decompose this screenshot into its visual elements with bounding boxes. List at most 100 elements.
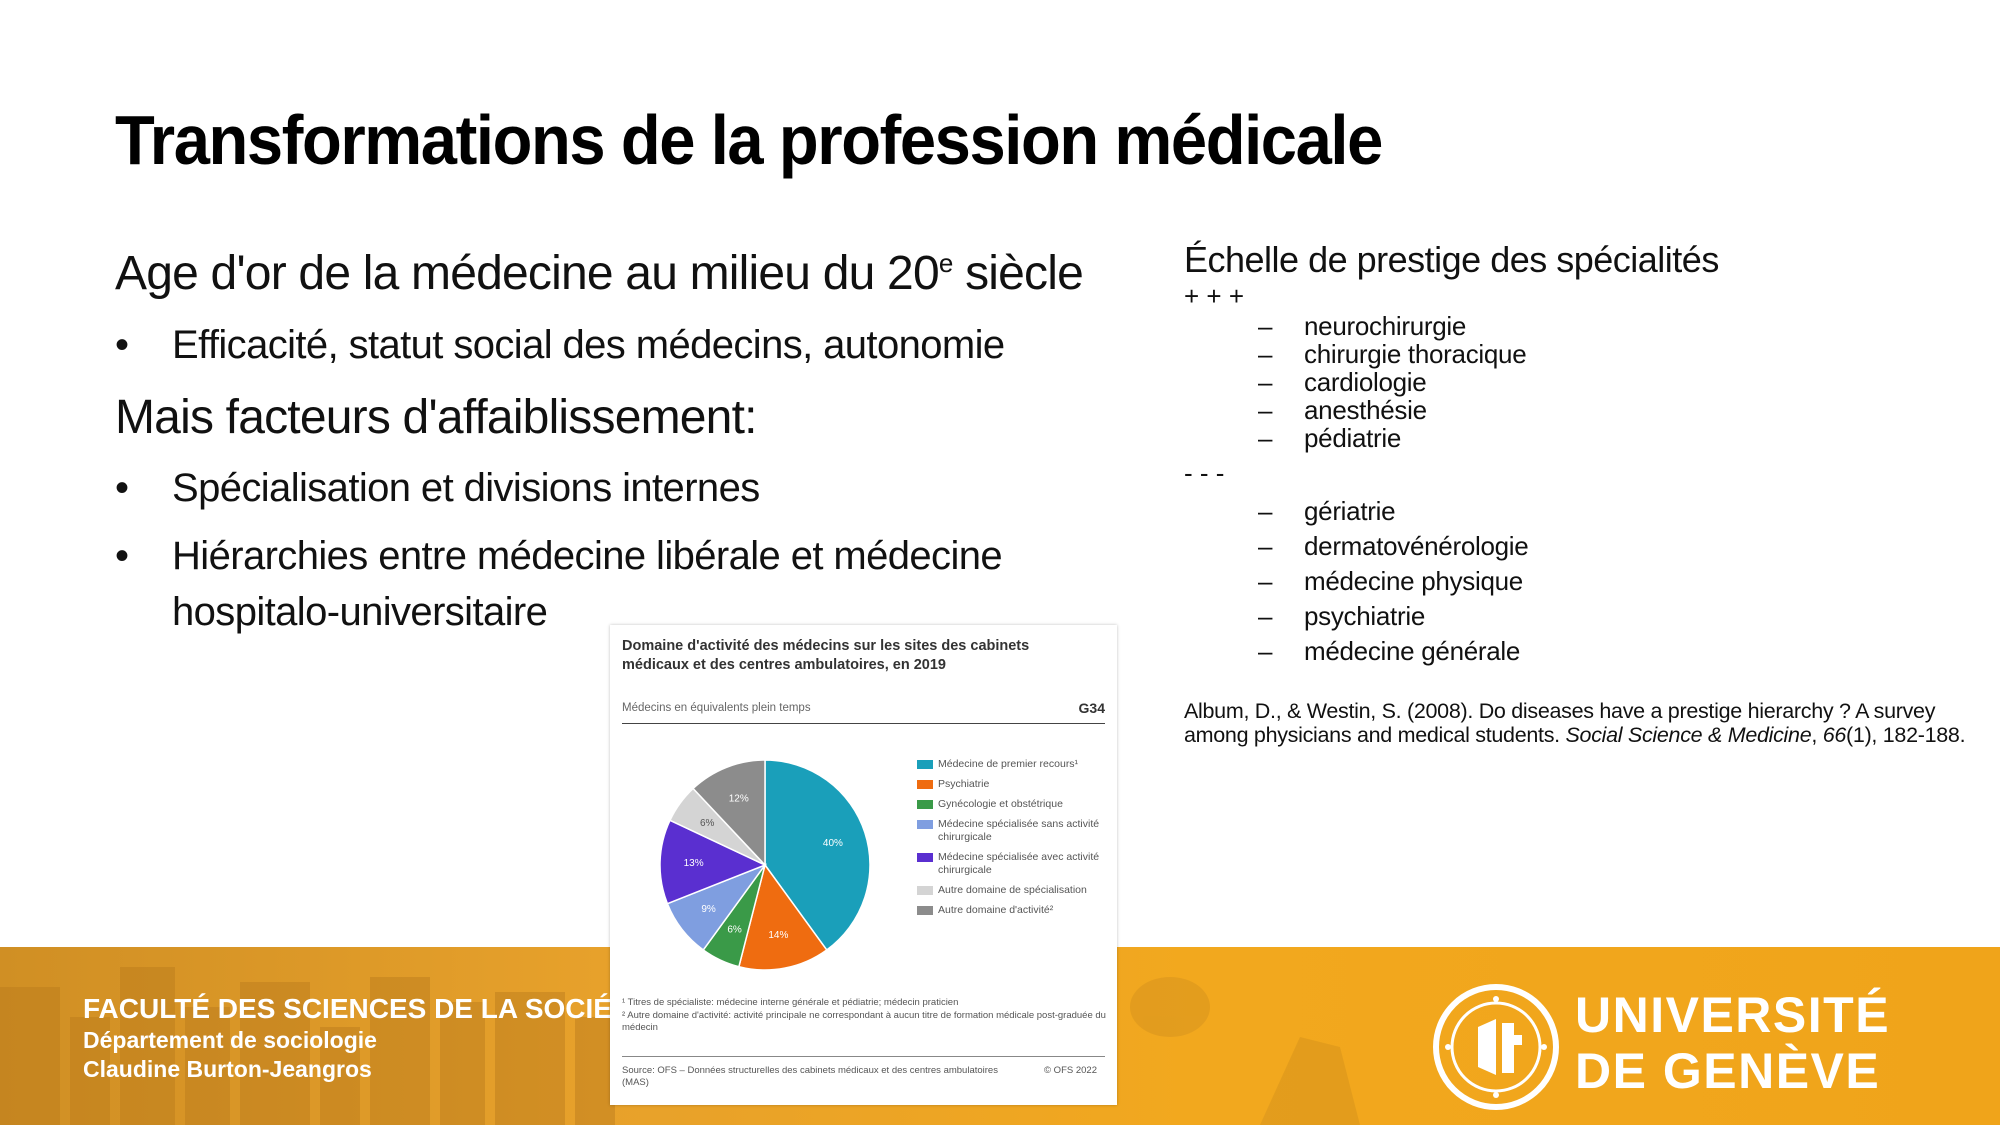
slide-title: Transformations de la profession médical… bbox=[115, 101, 1383, 179]
pie-slice-label-0: 40% bbox=[823, 838, 843, 849]
list-item: – médecine générale bbox=[1258, 634, 1984, 669]
pie-slice-4 bbox=[659, 819, 767, 905]
pie-slice-label-6: 12% bbox=[729, 794, 749, 805]
chart-copyright: © OFS 2022 bbox=[1044, 1065, 1097, 1076]
dash-glyph: – bbox=[1258, 395, 1273, 426]
legend-label: Autre domaine d'activité² bbox=[938, 904, 1054, 916]
list-item: – psychiatrie bbox=[1258, 599, 1984, 634]
heading-golden-age-tail: siècle bbox=[952, 247, 1084, 300]
legend-label: Médecine spécialisée sans activité chiru… bbox=[938, 818, 1100, 843]
chart-note: ² Autre domaine d'activité: activité pri… bbox=[622, 1009, 1106, 1034]
bullet-item: • Efficacité, statut social des médecins,… bbox=[115, 317, 1115, 373]
legend-label: Médecine spécialisée avec activité chiru… bbox=[938, 851, 1100, 876]
skyline-background bbox=[0, 967, 1360, 1125]
footer-banner: FACULTÉ DES SCIENCES DE LA SOCIÉTÉ Dépar… bbox=[0, 947, 2000, 1125]
specialty-name: anesthésie bbox=[1304, 395, 1427, 426]
pie-slice-1 bbox=[737, 863, 828, 971]
bullet-glyph: • bbox=[115, 534, 129, 579]
high-prestige-mark: + + + bbox=[1184, 281, 1244, 312]
pie-slice-label-2: 6% bbox=[727, 925, 742, 936]
legend-item-0: Médecine de premier recours¹ bbox=[917, 758, 1112, 771]
faculty-block: FACULTÉ DES SCIENCES DE LA SOCIÉTÉ Dépar… bbox=[83, 992, 648, 1085]
right-column: Échelle de prestige des spécialités + + … bbox=[1184, 238, 1984, 747]
specialty-name: médecine physique bbox=[1304, 565, 1523, 596]
chart-subtitle: Médecins en équivalents plein temps bbox=[622, 702, 811, 714]
bullet-text: Spécialisation et divisions internes bbox=[172, 466, 760, 511]
legend-swatch bbox=[917, 820, 933, 829]
left-column: Age d'or de la médecine au milieu du 20e… bbox=[115, 245, 1115, 656]
dash-glyph: – bbox=[1258, 311, 1273, 342]
bullet-list-2: • Spécialisation et divisions internes • H… bbox=[115, 460, 1115, 640]
specialty-name: psychiatrie bbox=[1304, 600, 1425, 631]
bullet-glyph: • bbox=[115, 322, 129, 367]
specialty-name: chirurgie thoracique bbox=[1304, 339, 1527, 370]
bullet-text: Hiérarchies entre médecine libérale et m… bbox=[172, 534, 1003, 635]
chart-title: Domaine d'activité des médecins sur les … bbox=[622, 638, 1030, 673]
dash-glyph: – bbox=[1258, 530, 1273, 561]
legend-swatch bbox=[917, 853, 933, 862]
high-prestige-list: – neurochirurgie – chirurgie thoracique – c… bbox=[1258, 312, 1984, 452]
dash-glyph: – bbox=[1258, 600, 1273, 631]
list-item: – médecine physique bbox=[1258, 564, 1984, 599]
specialty-name: neurochirurgie bbox=[1304, 311, 1467, 342]
list-item: – dermatovénérologie bbox=[1258, 529, 1984, 564]
specialty-name: pédiatrie bbox=[1304, 423, 1402, 454]
legend-label: Psychiatrie bbox=[938, 778, 990, 790]
heading-golden-age: Age d'or de la médecine au milieu du 20e… bbox=[115, 245, 1115, 303]
low-prestige-list: – gériatrie – dermatovénérologie – médecine… bbox=[1258, 494, 1984, 669]
ref-rest: (1), 182-188. bbox=[1846, 722, 1966, 747]
pie-slice-label-3: 9% bbox=[701, 904, 716, 915]
list-item: – cardiologie bbox=[1258, 368, 1984, 396]
bullet-item: • Hiérarchies entre médecine libérale et … bbox=[115, 528, 1072, 640]
pie-chart: 40% 14% 6% 9% 13% 6% 12% bbox=[659, 759, 871, 971]
dash-glyph: – bbox=[1258, 635, 1273, 666]
heading-golden-age-text: Age d'or de la médecine au milieu du 20 bbox=[115, 247, 940, 300]
chart-code: G34 bbox=[1078, 700, 1105, 716]
pie-slice-label-5: 6% bbox=[700, 818, 715, 829]
department-name: Département de sociologie bbox=[83, 1026, 377, 1053]
dash-glyph: – bbox=[1258, 565, 1273, 596]
legend-swatch bbox=[917, 800, 933, 809]
specialty-name: médecine générale bbox=[1304, 635, 1521, 666]
pie-slice-6 bbox=[692, 759, 766, 867]
chart-figure: Domaine d'activité des médecins sur les … bbox=[610, 625, 1117, 1105]
legend-item-3: Médecine spécialisée sans activité chiru… bbox=[917, 818, 1112, 844]
legend-label: Médecine de premier recours¹ bbox=[938, 758, 1079, 770]
university-seal-icon bbox=[1433, 984, 1559, 1110]
university-name-line1: UNIVERSITÉ bbox=[1575, 987, 1891, 1043]
dash-glyph: – bbox=[1258, 495, 1273, 526]
faculty-name: FACULTÉ DES SCIENCES DE LA SOCIÉTÉ bbox=[83, 993, 648, 1024]
chart-legend: Médecine de premier recours¹ Psychiatrie G… bbox=[917, 758, 1112, 924]
heading-golden-age-sup: e bbox=[938, 248, 953, 278]
legend-swatch bbox=[917, 906, 933, 915]
dash-glyph: – bbox=[1258, 367, 1273, 398]
pie-slice-0 bbox=[764, 759, 871, 951]
chart-source: Source: OFS – Données structurelles des … bbox=[622, 1065, 998, 1088]
legend-item-5: Autre domaine de spécialisation bbox=[917, 884, 1112, 897]
legend-label: Gynécologie et obstétrique bbox=[938, 798, 1063, 810]
author-name: Claudine Burton-Jeangros bbox=[83, 1056, 372, 1083]
chart-divider bbox=[622, 723, 1105, 724]
pie-slice-label-4: 13% bbox=[684, 858, 704, 869]
ref-volume: 66 bbox=[1822, 722, 1847, 747]
ref-journal: Social Science & Medicine bbox=[1565, 722, 1812, 747]
list-item: – gériatrie bbox=[1258, 494, 1984, 529]
university-name-line2: DE GENÈVE bbox=[1575, 1043, 1881, 1099]
chart-notes: ¹ Titres de spécialiste: médecine intern… bbox=[622, 997, 1112, 1035]
list-item: – chirurgie thoracique bbox=[1258, 340, 1984, 368]
list-item: – pédiatrie bbox=[1258, 424, 1984, 452]
legend-item-4: Médecine spécialisée avec activité chiru… bbox=[917, 851, 1112, 877]
bullet-glyph: • bbox=[115, 466, 129, 511]
reference-citation: Album, D., & Westin, S. (2008). Do disea… bbox=[1184, 699, 1974, 747]
bullet-item: • Spécialisation et divisions internes bbox=[115, 460, 1115, 516]
legend-item-6: Autre domaine d'activité² bbox=[917, 904, 1112, 917]
bullet-text: Efficacité, statut social des médecins, … bbox=[172, 322, 1005, 367]
prestige-heading: Échelle de prestige des spécialités bbox=[1184, 239, 1719, 280]
list-item: – neurochirurgie bbox=[1258, 312, 1984, 340]
ref-authors: Album, D., & Westin, S. (2008). Do disea… bbox=[1184, 698, 1936, 747]
pie-slice-label-1: 14% bbox=[768, 930, 788, 941]
heading-weakening: Mais facteurs d'affaiblissement: bbox=[115, 390, 757, 444]
legend-swatch bbox=[917, 780, 933, 789]
chart-note: ¹ Titres de spécialiste: médecine intern… bbox=[622, 997, 959, 1008]
legend-swatch bbox=[917, 760, 933, 769]
